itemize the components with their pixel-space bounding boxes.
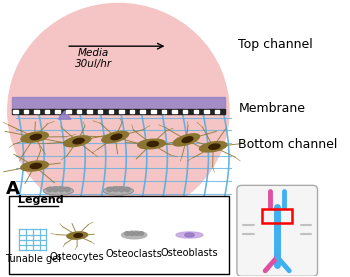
Bar bbox=[172, 110, 177, 113]
Bar bbox=[34, 110, 39, 113]
Ellipse shape bbox=[107, 187, 112, 192]
Bar bbox=[204, 110, 209, 113]
Ellipse shape bbox=[185, 233, 194, 237]
Bar bbox=[66, 110, 71, 113]
Text: Legend: Legend bbox=[18, 195, 64, 205]
Ellipse shape bbox=[209, 144, 220, 149]
Ellipse shape bbox=[58, 187, 64, 192]
Ellipse shape bbox=[64, 187, 70, 192]
Ellipse shape bbox=[64, 136, 91, 147]
Ellipse shape bbox=[111, 134, 122, 140]
Ellipse shape bbox=[173, 134, 200, 146]
Text: Tunable gel: Tunable gel bbox=[5, 254, 61, 264]
Bar bbox=[24, 110, 28, 113]
Bar bbox=[119, 110, 124, 113]
Ellipse shape bbox=[139, 232, 143, 235]
Text: Top channel: Top channel bbox=[238, 38, 313, 51]
Ellipse shape bbox=[182, 137, 193, 143]
Bar bbox=[130, 110, 134, 113]
Bar bbox=[262, 209, 292, 222]
FancyBboxPatch shape bbox=[237, 185, 317, 276]
Bar bbox=[77, 110, 81, 113]
Bar bbox=[56, 110, 60, 113]
Bar bbox=[183, 110, 188, 113]
FancyBboxPatch shape bbox=[9, 196, 229, 274]
Ellipse shape bbox=[125, 232, 130, 235]
Bar bbox=[151, 110, 156, 113]
Text: Membrane: Membrane bbox=[238, 102, 306, 115]
Ellipse shape bbox=[130, 232, 134, 235]
Ellipse shape bbox=[102, 131, 128, 143]
Text: Osteoblasts: Osteoblasts bbox=[161, 248, 218, 258]
Bar bbox=[88, 110, 92, 113]
Ellipse shape bbox=[30, 134, 41, 140]
Bar bbox=[162, 110, 166, 113]
Bar bbox=[13, 110, 18, 113]
Ellipse shape bbox=[8, 3, 229, 219]
Text: Osteoclasts: Osteoclasts bbox=[106, 249, 162, 259]
Ellipse shape bbox=[73, 138, 84, 144]
Text: Osteocytes: Osteocytes bbox=[50, 252, 105, 261]
Ellipse shape bbox=[74, 234, 83, 237]
Ellipse shape bbox=[43, 187, 74, 195]
Polygon shape bbox=[58, 111, 71, 119]
Ellipse shape bbox=[67, 232, 88, 239]
Ellipse shape bbox=[30, 163, 42, 168]
Bar bbox=[215, 110, 219, 113]
Bar bbox=[13, 109, 225, 114]
Ellipse shape bbox=[124, 187, 130, 192]
Text: Bottom channel: Bottom channel bbox=[238, 137, 338, 150]
Ellipse shape bbox=[147, 142, 159, 147]
Bar bbox=[140, 110, 145, 113]
Ellipse shape bbox=[52, 187, 58, 192]
Ellipse shape bbox=[199, 142, 227, 152]
Text: A: A bbox=[6, 181, 20, 199]
Ellipse shape bbox=[21, 161, 48, 171]
Ellipse shape bbox=[138, 139, 166, 149]
Bar bbox=[108, 110, 113, 113]
Ellipse shape bbox=[103, 187, 133, 195]
Bar bbox=[45, 110, 49, 113]
Ellipse shape bbox=[121, 231, 147, 239]
Ellipse shape bbox=[119, 187, 124, 192]
Text: Media
30ul/hr: Media 30ul/hr bbox=[75, 48, 112, 69]
Bar bbox=[13, 97, 225, 111]
Ellipse shape bbox=[47, 187, 52, 192]
Ellipse shape bbox=[113, 187, 118, 192]
Bar bbox=[98, 110, 103, 113]
Ellipse shape bbox=[21, 132, 48, 142]
Ellipse shape bbox=[134, 232, 139, 235]
Ellipse shape bbox=[176, 232, 203, 238]
Bar bbox=[194, 110, 198, 113]
